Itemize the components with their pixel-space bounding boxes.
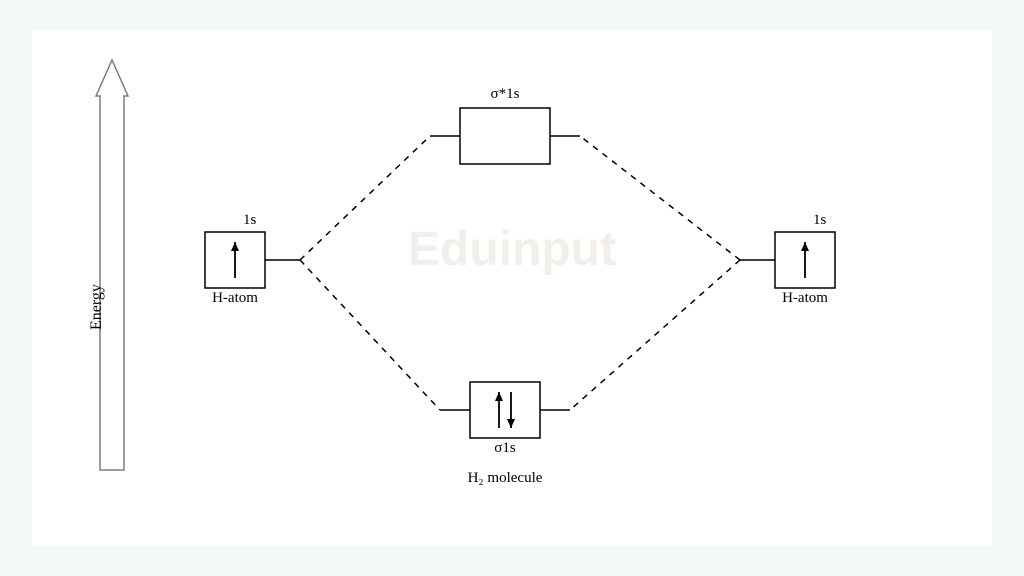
antibonding-label: σ*1s (491, 86, 520, 103)
right-hatom-label: H-atom (782, 290, 828, 307)
watermark: Eduinput (408, 223, 616, 276)
bonding-box (470, 382, 540, 438)
molecule-label: H₂ molecule (468, 470, 543, 487)
bonding-label: σ1s (494, 440, 515, 457)
energy-axis-label: Energy (88, 284, 106, 330)
left-hatom-label: H-atom (212, 290, 258, 307)
antibonding-box (460, 108, 550, 164)
right-1s-label: 1s (813, 212, 826, 229)
left-1s-label: 1s (243, 212, 256, 229)
